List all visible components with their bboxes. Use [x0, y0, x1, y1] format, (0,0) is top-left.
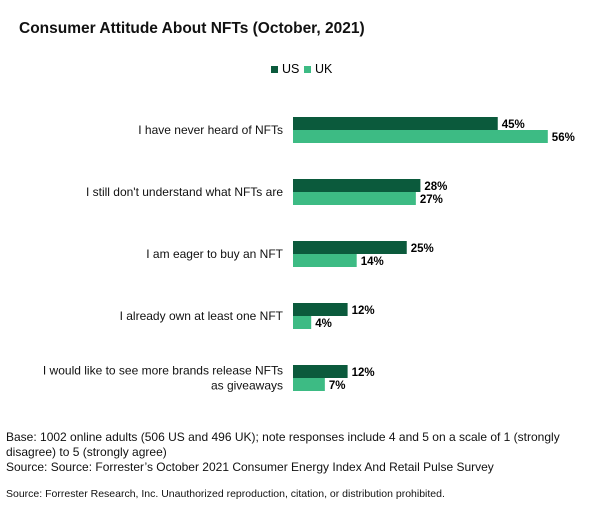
- chart-title: Consumer Attitude About NFTs (October, 2…: [19, 20, 365, 37]
- bar-chart: I have never heard of NFTs 45% 56% I still …: [43, 117, 575, 393]
- category-label: as giveaways: [211, 379, 283, 393]
- category-label: I already own at least one NFT: [120, 309, 284, 323]
- base-note: Base: 1002 online adults (506 US and 496…: [6, 430, 560, 459]
- bar-uk: [293, 378, 325, 391]
- legend-item-uk: UK: [304, 62, 332, 76]
- bar-uk: [293, 316, 312, 329]
- legend-swatch-uk: [304, 65, 311, 73]
- category-label: I still don't understand what NFTs are: [86, 185, 283, 199]
- data-label-us: 12%: [352, 305, 375, 317]
- bar-uk: [293, 192, 416, 205]
- data-label-uk: 4%: [315, 318, 332, 330]
- data-label-us: 12%: [352, 367, 375, 379]
- data-label-us: 28%: [424, 181, 447, 193]
- bar-us: [293, 117, 498, 130]
- data-label-us: 45%: [502, 119, 525, 131]
- bar-us: [293, 365, 348, 378]
- chart-notes: Base: 1002 online adults (506 US and 496…: [6, 430, 594, 475]
- data-label-us: 25%: [411, 243, 434, 255]
- bar-uk: [293, 254, 357, 267]
- chart-legend: US UK: [0, 62, 600, 82]
- data-label-uk: 27%: [420, 194, 443, 206]
- category-label: I have never heard of NFTs: [138, 123, 283, 137]
- legend-label-us: US: [282, 62, 300, 76]
- bar-us: [293, 179, 421, 192]
- category-label: I am eager to buy an NFT: [146, 247, 283, 261]
- legend-swatch-us: [271, 65, 278, 73]
- bar-uk: [293, 130, 548, 143]
- copyright-footer: Source: Forrester Research, Inc. Unautho…: [6, 488, 445, 500]
- category-label: I would like to see more brands release …: [43, 364, 283, 378]
- data-label-uk: 56%: [552, 132, 575, 144]
- data-label-uk: 7%: [329, 380, 346, 392]
- legend-item-us: US: [271, 62, 299, 76]
- source-note: Source: Source: Forrester’s October 2021…: [6, 460, 494, 474]
- bar-us: [293, 303, 348, 316]
- data-label-uk: 14%: [361, 256, 384, 268]
- bar-us: [293, 241, 407, 254]
- legend-label-uk: UK: [315, 62, 333, 76]
